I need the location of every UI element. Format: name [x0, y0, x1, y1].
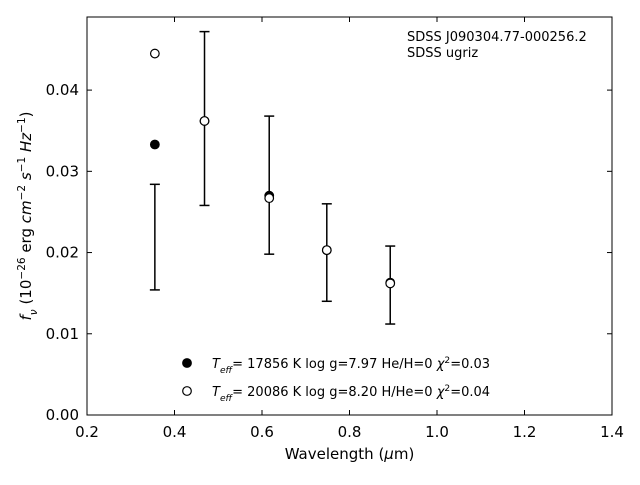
- y-axis-label-part: −1: [16, 157, 28, 172]
- y-tick-label: 0.04: [46, 81, 79, 99]
- legend-label-part: = 17856 K log g=7.97 He/H=0: [232, 357, 437, 372]
- y-axis-label-part: ): [17, 112, 35, 118]
- y-axis-label-part: −2: [16, 185, 28, 200]
- y-tick-label: 0.00: [46, 406, 79, 424]
- y-axis-label-part: f: [17, 312, 35, 320]
- y-tick-label: 0.01: [46, 325, 79, 343]
- x-tick-label: 0.4: [163, 423, 187, 441]
- y-tick-label: 0.02: [46, 244, 79, 262]
- legend-label-part: eff: [220, 366, 234, 376]
- plot-frame: [86, 16, 613, 416]
- legend-label-part: T: [212, 385, 221, 400]
- model-point-open: [385, 278, 396, 289]
- y-axis-label-part: s: [17, 172, 35, 180]
- legend-label-part: eff: [220, 394, 234, 404]
- chart-annotation: SDSS J090304.77-000256.2: [407, 30, 587, 45]
- legend-marker: [182, 386, 192, 396]
- legend-label-part: T: [212, 357, 221, 372]
- legend-label-part: =0.03: [450, 357, 490, 372]
- model-point-filled: [149, 139, 160, 150]
- y-axis-label-part: −26: [16, 257, 28, 279]
- y-axis-label-part: (10: [17, 280, 35, 310]
- legend-label-part: = 20086 K log g=8.20 H/He=0: [232, 385, 437, 400]
- chart-annotation: SDSS ugriz: [407, 46, 478, 61]
- model-point-open: [264, 193, 275, 204]
- legend-label-part: χ: [436, 385, 446, 400]
- model-point-open: [149, 48, 160, 59]
- model-point-open: [321, 245, 332, 256]
- legend-label-part: =0.04: [450, 385, 490, 400]
- x-axis-label-part: μ: [383, 445, 394, 463]
- x-axis-label: Wavelength (μm): [285, 445, 415, 463]
- x-tick-label: 0.6: [250, 423, 274, 441]
- legend-label-part: 2: [444, 384, 450, 394]
- y-axis-label-part: Hz: [17, 132, 35, 152]
- y-axis-label-part: ν: [28, 309, 40, 315]
- model-point-open: [199, 116, 210, 126]
- y-axis-label-part: cm: [17, 200, 35, 223]
- x-tick-label: 0.8: [338, 423, 362, 441]
- legend-label-part: χ: [436, 357, 446, 372]
- x-tick-label: 1.4: [600, 423, 624, 441]
- y-axis-label-part: erg: [17, 223, 35, 257]
- legend-label-part: 2: [444, 356, 450, 366]
- x-tick-label: 0.2: [75, 423, 99, 441]
- legend-label: Teff= 20086 K log g=8.20 H/He=0 χ2=0.04: [212, 384, 490, 404]
- legend-marker: [182, 358, 192, 368]
- legend-label: Teff= 17856 K log g=7.97 He/H=0 χ2=0.03: [212, 356, 490, 376]
- y-tick-label: 0.03: [46, 162, 79, 180]
- y-axis-label: fν (10−26 erg cm−2 s−1 Hz−1): [16, 112, 40, 321]
- x-axis-label-part: m): [394, 445, 414, 463]
- x-axis-label-part: Wavelength (: [285, 445, 385, 463]
- x-tick-label: 1.2: [513, 423, 537, 441]
- x-tick-label: 1.0: [425, 423, 449, 441]
- y-axis-label-part: −1: [16, 117, 28, 132]
